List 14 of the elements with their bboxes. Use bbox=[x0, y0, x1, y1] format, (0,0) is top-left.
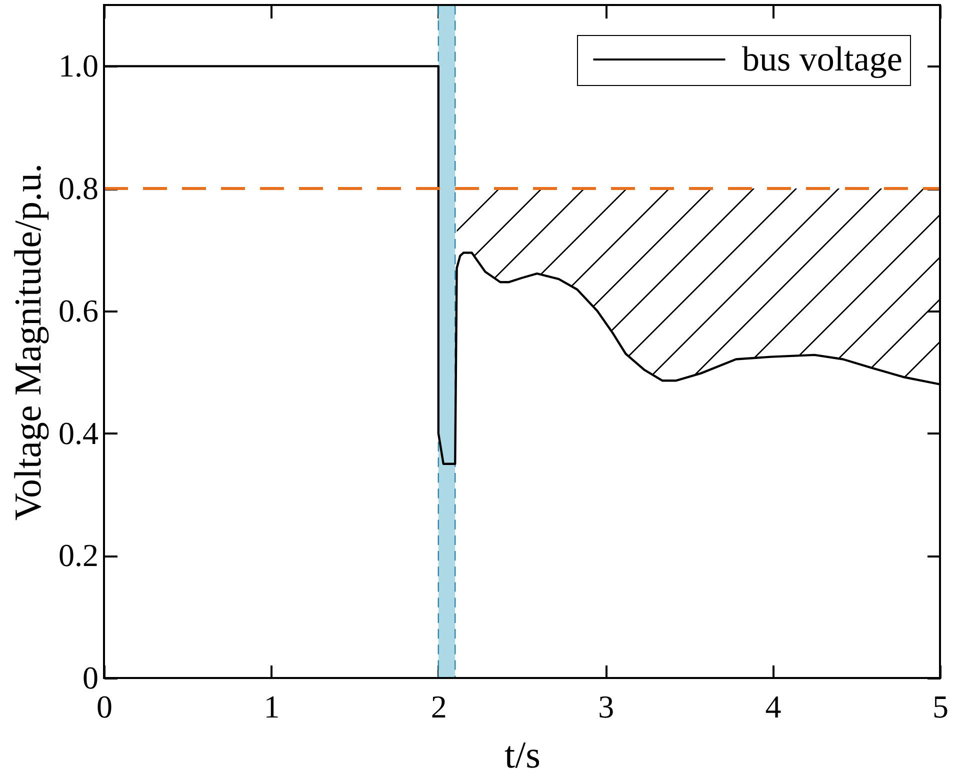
y-tick-label: 0.8 bbox=[58, 170, 98, 206]
x-tick-label: 5 bbox=[932, 688, 948, 724]
legend-label: bus voltage bbox=[742, 40, 902, 78]
x-tick-label: 1 bbox=[264, 688, 280, 724]
y-tick-label: 0 bbox=[82, 660, 98, 696]
x-tick-label: 2 bbox=[430, 688, 447, 724]
x-axis-title: t/s bbox=[504, 734, 540, 775]
x-tick-label: 3 bbox=[598, 688, 614, 724]
y-tick-label: 0.6 bbox=[58, 292, 98, 328]
y-tick-label: 0.2 bbox=[58, 537, 98, 574]
y-tick-label: 1.0 bbox=[58, 48, 98, 84]
y-axis-title: Voltage Magnitude/p.u. bbox=[8, 163, 50, 521]
y-tick-label: 0.4 bbox=[58, 414, 98, 451]
x-tick-label: 4 bbox=[765, 688, 782, 724]
